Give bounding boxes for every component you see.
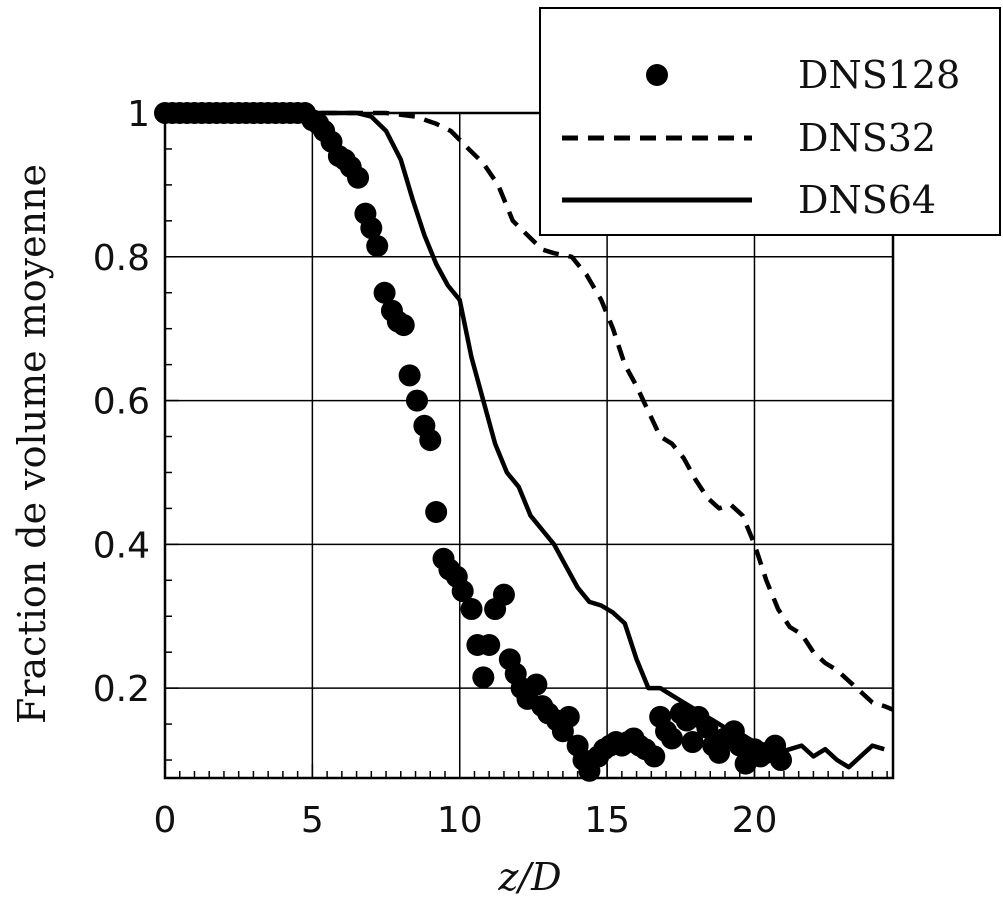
data-point-dns128 <box>451 580 474 603</box>
legend-marker-dns128 <box>646 64 668 86</box>
y-tick-label: 0.6 <box>93 382 150 423</box>
ticks: 0 5 10 15 20 0.2 0.4 0.6 0.8 1 <box>93 94 888 841</box>
series-layer <box>154 102 894 782</box>
plot-frame <box>163 111 895 780</box>
data-point-dns128 <box>681 731 704 754</box>
data-point-dns128 <box>419 429 442 452</box>
data-point-dns128 <box>770 749 792 772</box>
x-tick-label: 15 <box>584 800 630 841</box>
y-tick-label: 0.8 <box>93 238 150 279</box>
legend-label-dns128: DNS128 <box>798 53 960 97</box>
legend-label-dns32: DNS32 <box>798 116 936 160</box>
data-point-dns128 <box>373 281 396 304</box>
x-tick-label: 5 <box>301 800 324 841</box>
data-point-dns128 <box>472 666 495 689</box>
y-tick-label: 0.2 <box>93 669 150 710</box>
y-axis-title: Fraction de volume moyenne <box>10 164 54 724</box>
data-point-dns128 <box>643 745 666 768</box>
data-point-dns128 <box>460 598 483 621</box>
x-tick-label: 20 <box>732 800 778 841</box>
data-point-dns128 <box>360 217 383 240</box>
data-point-dns128 <box>425 501 448 523</box>
data-point-dns128 <box>398 364 421 387</box>
legend-label-dns64: DNS64 <box>798 178 936 222</box>
x-axis-title: z/D <box>497 855 561 899</box>
data-point-dns128 <box>406 389 428 412</box>
y-tick-label: 1 <box>127 94 150 135</box>
data-point-dns128 <box>525 673 548 696</box>
x-tick-label: 0 <box>154 800 177 841</box>
series-dns128 <box>154 102 792 782</box>
data-point-dns128 <box>492 583 515 606</box>
legend: DNS128 DNS32 DNS64 <box>539 7 1001 236</box>
data-point-dns128 <box>366 235 389 257</box>
data-point-dns128 <box>557 705 580 728</box>
data-point-dns128 <box>660 727 683 750</box>
series-line-dns32 <box>165 110 894 712</box>
x-tick-label: 10 <box>437 800 483 841</box>
data-point-dns128 <box>478 634 501 656</box>
y-tick-label: 0.4 <box>93 525 150 566</box>
data-point-dns128 <box>347 166 370 189</box>
legend-box <box>539 7 1001 236</box>
data-point-dns128 <box>392 314 415 337</box>
series-line-dns64 <box>165 110 885 770</box>
